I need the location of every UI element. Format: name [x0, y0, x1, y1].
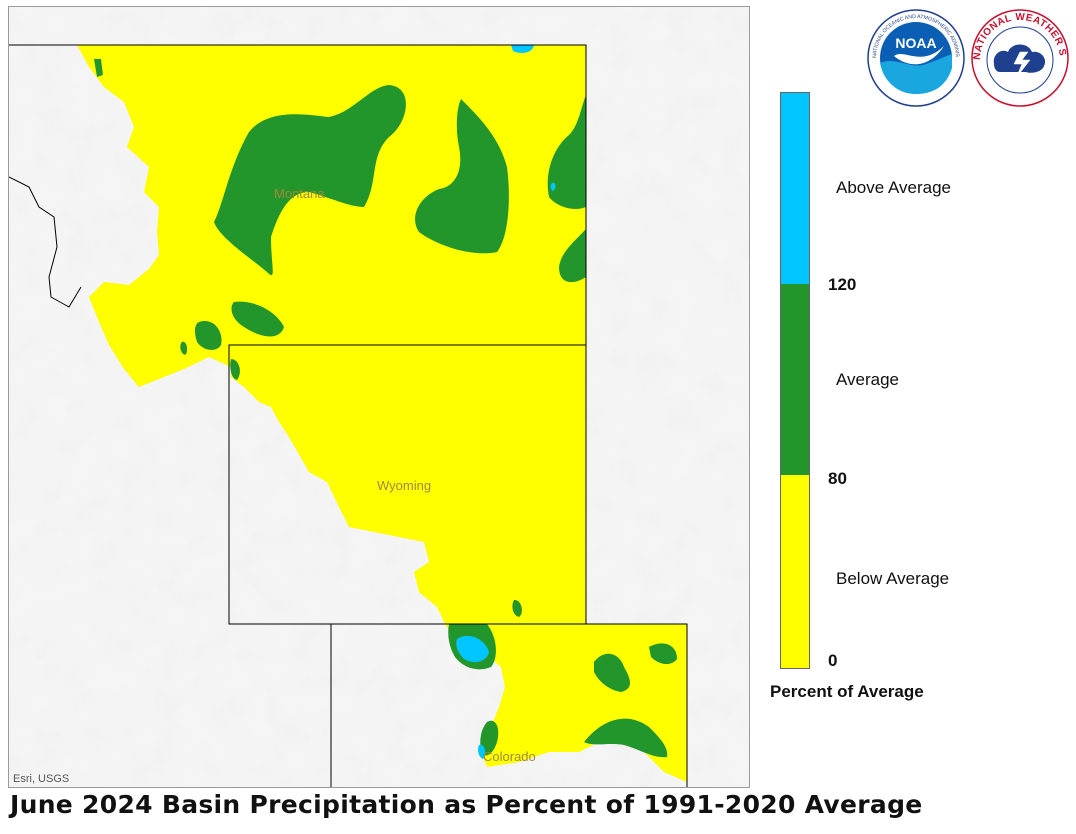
montana-outline	[9, 44, 587, 345]
state-label-montana: Montana	[274, 186, 325, 201]
state-label-wyoming: Wyoming	[377, 478, 431, 493]
noaa-logo: NOAA NATIONAL OCEANIC AND ATMOSPHERIC AD…	[864, 4, 966, 108]
montana-southeast-average	[559, 229, 586, 283]
basin-precipitation-map: Montana Wyoming Colorado	[9, 7, 749, 787]
montana-nw-average	[94, 59, 103, 77]
montana-southwest-average-1	[231, 301, 284, 337]
legend-swatch-below	[781, 475, 809, 668]
montana-north-above	[511, 45, 534, 53]
legend-label-average: Average	[836, 370, 900, 389]
legend-label-below: Below Average	[836, 569, 950, 588]
legend-tick-80: 80	[828, 469, 847, 488]
montana-southwest-average-2	[194, 321, 222, 350]
colorado-south-average	[584, 718, 668, 758]
colorado-sw-above	[478, 744, 486, 759]
map-frame[interactable]: Montana Wyoming Colorado Esri, USGS	[8, 6, 750, 788]
legend-title: Percent of Average	[770, 682, 924, 701]
nws-logo: NATIONAL WEATHER SERVICE	[966, 0, 1070, 108]
noaa-text: NOAA	[895, 35, 936, 51]
page-title: June 2024 Basin Precipitation as Percent…	[10, 790, 923, 819]
idaho-boundary	[9, 176, 82, 308]
colorado-east-average	[649, 643, 677, 665]
colorado-southwest-average	[480, 720, 499, 756]
legend-color-bar	[780, 92, 810, 669]
legend-tick-120: 120	[828, 275, 857, 294]
montana-small-average	[180, 341, 188, 355]
legend-label-above: Above Average	[836, 178, 951, 197]
wyoming-south-average	[512, 599, 522, 617]
colorado-nw-above	[456, 635, 489, 663]
colorado-central-average	[594, 653, 630, 692]
wyoming-west-average	[230, 359, 240, 380]
state-label-colorado: Colorado	[483, 749, 536, 764]
montana-central-average	[214, 85, 406, 276]
legend-swatch-average	[781, 284, 809, 475]
map-attribution: Esri, USGS	[13, 773, 70, 785]
colorado-outline	[330, 623, 688, 787]
legend-swatch-above	[781, 93, 809, 284]
legend-tick-0: 0	[828, 651, 838, 670]
montana-east-above	[550, 182, 556, 191]
montana-far-east-average	[547, 95, 586, 209]
wyoming-basins-below	[231, 345, 586, 624]
montana-east-average	[415, 99, 509, 254]
